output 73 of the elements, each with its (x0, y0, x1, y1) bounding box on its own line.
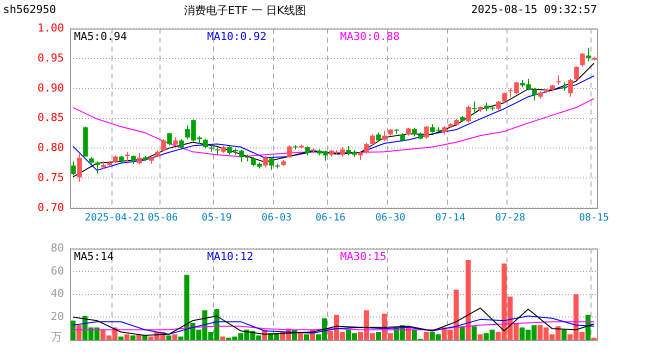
x-tick-label: 06-16 (315, 212, 346, 224)
y-tick-label: 0.80 (38, 141, 64, 154)
bar (376, 332, 381, 340)
y-axis-title: 万 (51, 330, 62, 344)
x-tick-label: 07-14 (435, 212, 466, 224)
bar (166, 335, 172, 340)
y-tick-label: 60 (50, 264, 64, 278)
text: MA10:12 (207, 250, 254, 263)
text: MA10:0.92 (207, 30, 267, 43)
candlestick (95, 160, 100, 174)
text: MA5:14 (74, 250, 114, 263)
x-tick-label: 08-15 (578, 212, 610, 224)
text: MA5:0.94 (74, 30, 128, 43)
bar (562, 330, 567, 340)
candlestick (580, 52, 585, 68)
candlestick (466, 105, 471, 123)
x-tick-label: 05-19 (202, 212, 232, 224)
candlestick (364, 142, 369, 154)
candlestick (496, 100, 501, 112)
candlestick (161, 138, 166, 152)
x-tick-label: 05-06 (148, 212, 178, 224)
candlestick (472, 101, 477, 114)
bar (298, 333, 304, 340)
text: 2025-08-15 09:32:57 (471, 3, 597, 16)
bar (124, 334, 130, 340)
candlestick (167, 132, 172, 146)
candlestick (532, 87, 537, 101)
chart-title: 消费电子ETF 一 日K线图 (182, 3, 308, 18)
candlestick (263, 155, 268, 168)
y-tick-label: 0.90 (38, 81, 64, 94)
y-tick-label: 1.00 (38, 21, 64, 34)
bar (466, 260, 471, 340)
y-tick-label: 0.70 (38, 200, 64, 214)
x-tick-label: 06-30 (375, 212, 406, 224)
bar (478, 334, 483, 340)
text: sh562950 (3, 3, 56, 16)
bar (118, 336, 124, 340)
candlestick (215, 148, 220, 156)
candlestick (137, 152, 142, 165)
y-tick-label: 20 (50, 310, 64, 324)
candlestick (568, 78, 573, 98)
y-tick-label: 0.75 (38, 170, 64, 184)
candlestick (370, 134, 375, 146)
y-tick-label: 40 (50, 287, 64, 300)
candlestick (502, 92, 507, 104)
bar (304, 334, 310, 340)
bar (220, 336, 226, 340)
candlestick (586, 47, 591, 62)
bar (424, 332, 429, 340)
bar (460, 326, 465, 340)
candlestick (382, 130, 387, 142)
y-tick-label: 80 (50, 241, 64, 254)
candlestick (556, 74, 561, 86)
x-tick-label: 06-03 (262, 212, 292, 224)
x-tick-label: 07-28 (495, 212, 526, 224)
x-tick-label: 2025-04-21 (84, 212, 146, 224)
text: MA30:0.88 (340, 30, 400, 43)
candlestick (287, 144, 292, 158)
text: MA30:15 (340, 250, 386, 263)
candlestick (269, 156, 274, 170)
candlestick (203, 138, 208, 149)
y-tick-label: 0.95 (38, 51, 64, 64)
bar (130, 335, 136, 340)
bar (76, 325, 82, 340)
bar (172, 334, 178, 340)
candlestick (574, 66, 579, 81)
candlestick (77, 152, 82, 182)
candlestick (562, 82, 567, 92)
candlestick (71, 160, 76, 176)
candlestick (424, 126, 429, 140)
bar (472, 326, 477, 340)
y-tick-label: 0.85 (38, 111, 64, 124)
candlestick (209, 144, 214, 152)
